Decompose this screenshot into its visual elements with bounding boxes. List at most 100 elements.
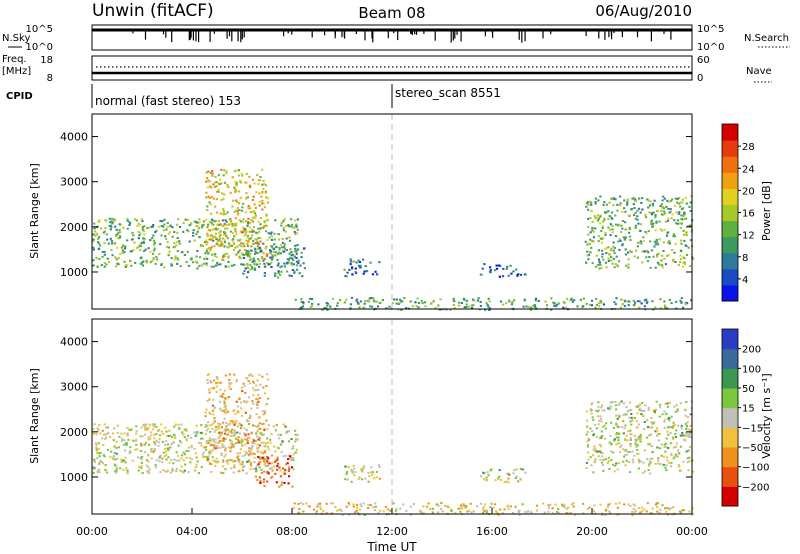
- velocity-cell: [674, 446, 677, 448]
- power-cell: [588, 200, 591, 203]
- power-cell: [607, 226, 610, 229]
- power-cell: [97, 220, 100, 223]
- power-cell: [251, 210, 254, 213]
- velocity-cell: [565, 512, 568, 514]
- velocity-cell: [647, 407, 650, 409]
- power-cell: [140, 261, 144, 264]
- velocity-cell: [648, 464, 651, 467]
- power-cell: [285, 225, 288, 227]
- power-cell: [225, 170, 228, 173]
- velocity-cell: [263, 392, 267, 395]
- power-cell: [265, 230, 268, 233]
- velocity-cell: [419, 509, 422, 512]
- power-cell: [303, 267, 306, 270]
- power-cell: [245, 239, 248, 242]
- velocity-cell: [625, 450, 628, 453]
- power-cell: [117, 263, 120, 266]
- power-cell: [302, 262, 305, 265]
- velocity-cell: [101, 437, 104, 440]
- velocity-cell: [95, 433, 98, 436]
- velocity-cell: [351, 471, 354, 474]
- velocity-cell: [244, 433, 247, 436]
- velocity-cell: [244, 401, 248, 404]
- velocity-cell: [631, 450, 634, 453]
- power-cell: [149, 250, 152, 253]
- power-cell: [215, 198, 218, 201]
- power-cell: [252, 178, 255, 181]
- power-cell: [143, 250, 146, 253]
- velocity-cell: [225, 422, 228, 424]
- velocity-cell: [643, 409, 646, 412]
- velocity-cell: [165, 430, 168, 433]
- velocity-cell: [363, 514, 366, 516]
- power-cell: [624, 253, 627, 256]
- velocity-cell: [158, 460, 161, 463]
- velocity-cell: [686, 457, 689, 460]
- velocity-cell: [628, 409, 631, 412]
- power-cell: [208, 229, 211, 232]
- power-cell: [527, 305, 530, 308]
- power-cell: [218, 232, 221, 235]
- power-cell: [668, 211, 671, 214]
- power-cell: [603, 201, 606, 204]
- velocity-cell: [676, 424, 680, 427]
- velocity-cell: [277, 462, 280, 465]
- velocity-cell: [136, 456, 140, 459]
- power-cell: [401, 300, 404, 303]
- velocity-cell: [217, 426, 220, 429]
- power-cell: [281, 237, 284, 240]
- velocity-cell: [513, 469, 516, 472]
- velocity-cell: [212, 413, 215, 416]
- power-cell: [105, 263, 108, 266]
- velocity-cell: [250, 407, 253, 410]
- velocity-cell: [247, 423, 251, 425]
- velocity-cell: [230, 432, 234, 435]
- power-cell: [117, 237, 120, 240]
- power-cell: [685, 231, 688, 234]
- velocity-cell: [174, 423, 177, 426]
- velocity-cell: [689, 429, 692, 432]
- velocity-cell: [629, 445, 632, 448]
- power-cell: [220, 243, 223, 246]
- power-cell: [261, 199, 264, 202]
- velocity-cell: [686, 421, 689, 424]
- velocity-cell: [647, 409, 650, 412]
- velocity-cell: [205, 442, 208, 445]
- velocity-cell: [219, 388, 222, 391]
- velocity-cell: [639, 436, 642, 439]
- velocity-cell: [686, 461, 689, 464]
- velocity-cell: [270, 466, 273, 469]
- velocity-cell: [639, 433, 642, 436]
- power-cell: [280, 222, 283, 224]
- velocity-cell: [612, 451, 615, 454]
- power-cell: [101, 251, 104, 253]
- power-cell: [265, 224, 268, 227]
- velocity-cell: [490, 468, 493, 471]
- velocity-cell: [203, 446, 206, 449]
- velocity-cell: [113, 452, 116, 454]
- power-cell: [235, 184, 238, 187]
- velocity-cell: [656, 506, 659, 509]
- velocity-cell: [258, 422, 261, 425]
- velocity-cell: [643, 449, 646, 452]
- power-cell: [252, 240, 255, 243]
- power-cell: [223, 193, 226, 196]
- velocity-cell: [479, 475, 483, 478]
- velocity-cell: [620, 426, 624, 429]
- power-cell: [206, 226, 209, 229]
- power-cell: [378, 302, 381, 304]
- velocity-cell: [219, 381, 222, 384]
- power-cell: [398, 301, 401, 304]
- power-cell: [249, 211, 252, 214]
- velocity-cell: [297, 511, 300, 514]
- velocity-cell: [618, 433, 621, 436]
- velocity-cell: [106, 426, 109, 429]
- velocity-cell: [673, 405, 676, 408]
- power-cell: [635, 249, 638, 252]
- velocity-cell: [524, 471, 527, 474]
- velocity-cell: [163, 455, 166, 458]
- power-cell: [609, 234, 612, 237]
- velocity-cell: [99, 451, 102, 454]
- velocity-cell: [586, 444, 590, 447]
